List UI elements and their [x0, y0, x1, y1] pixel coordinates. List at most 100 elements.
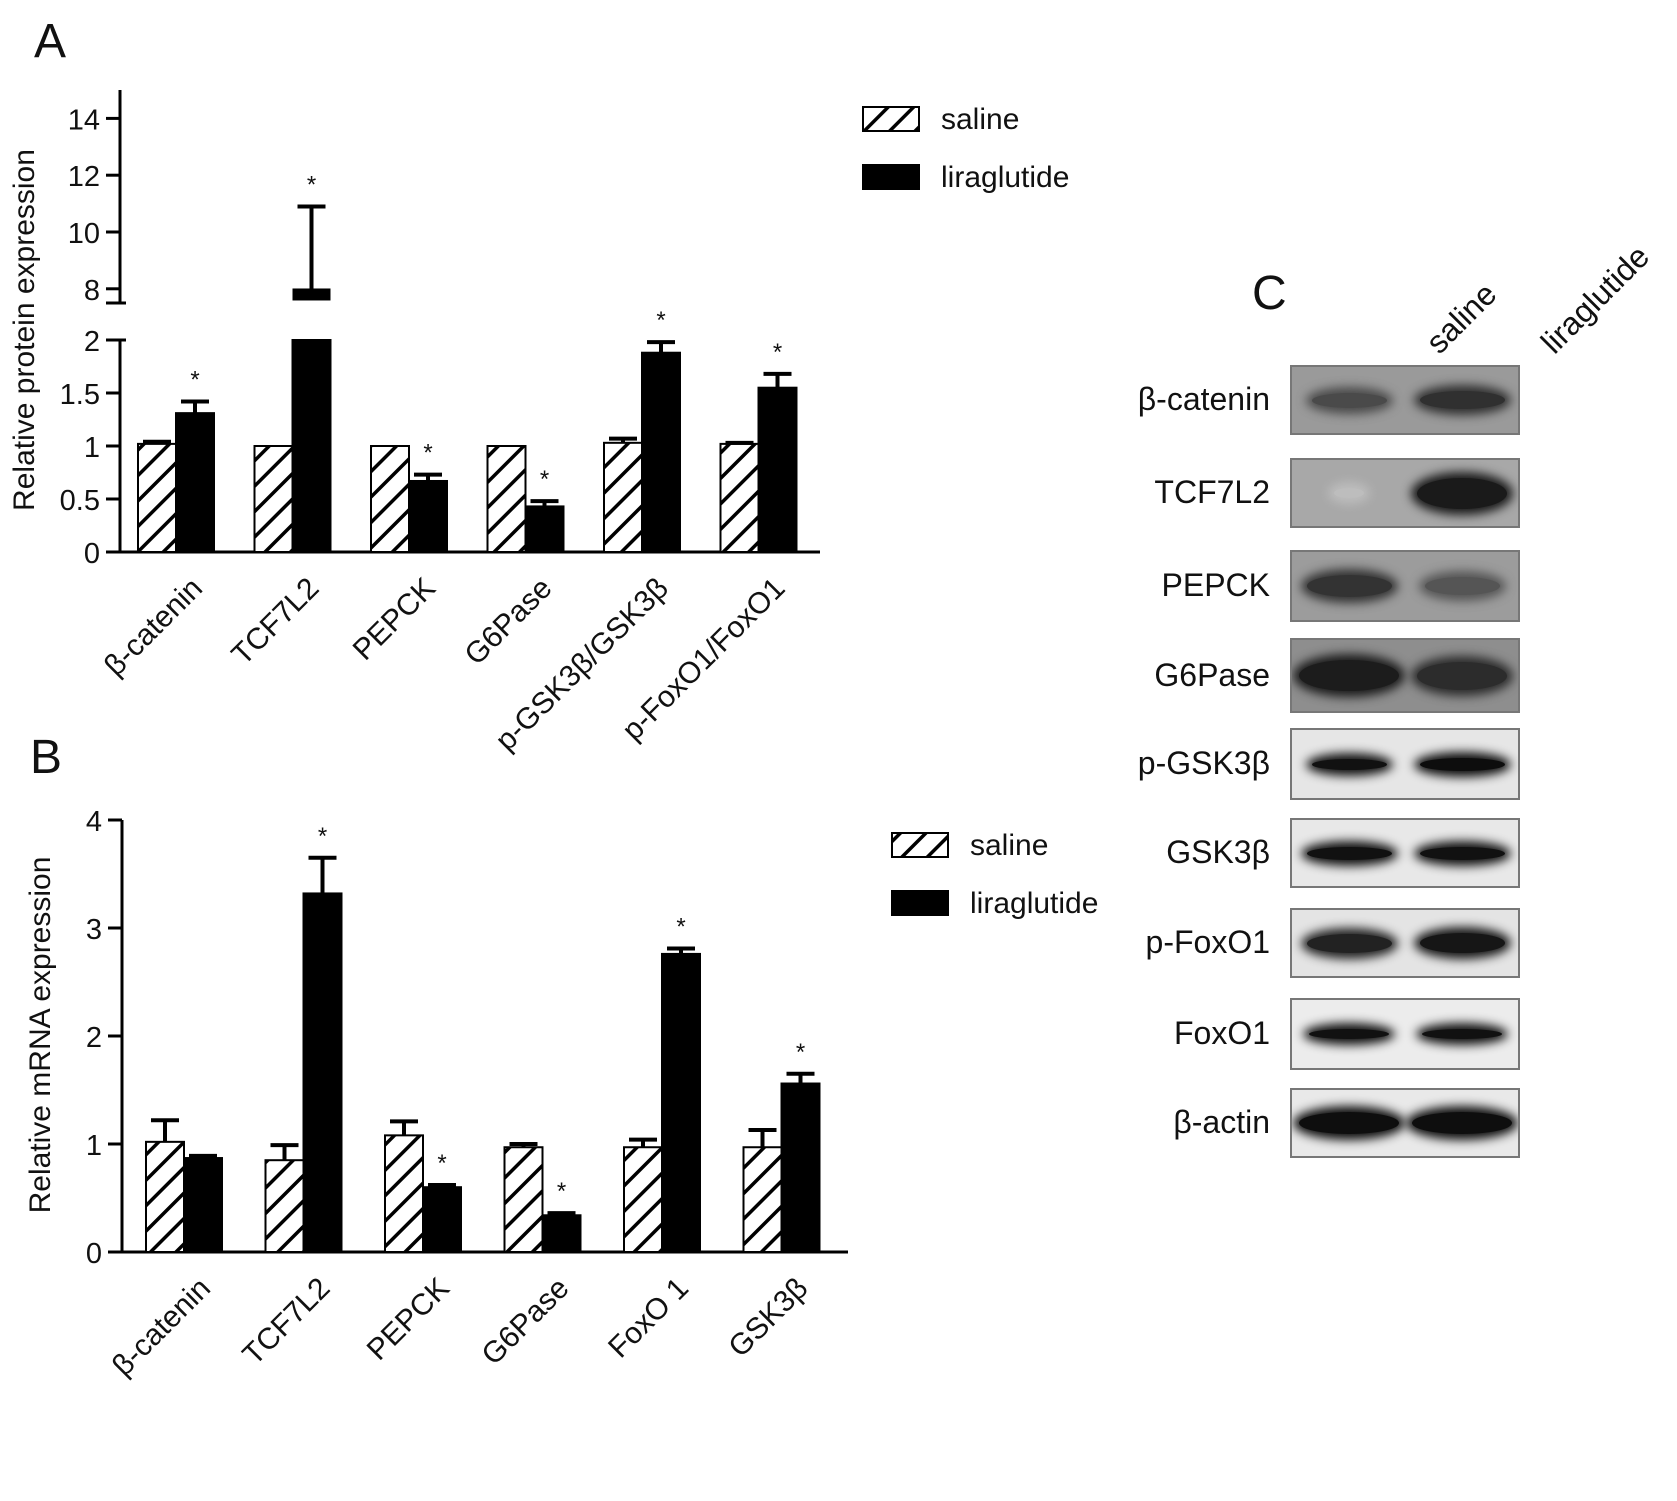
b-y-tick-label-1: 1	[86, 1130, 102, 1162]
a-sig-4: *	[656, 307, 665, 334]
b-bar-liraglutide-1	[302, 892, 343, 1253]
blot-row-6	[1290, 908, 1520, 978]
b-bar-liraglutide-5	[780, 1082, 821, 1254]
blot-band-7-liraglutide	[1422, 1029, 1502, 1039]
b-bar-saline-2	[384, 1134, 424, 1253]
b-legend-swatch-liraglutide	[891, 890, 949, 916]
chart-b: 0 1 2 3 4 Relative mRNA expression β-catenin * T…	[24, 806, 1098, 1383]
a-bar-liraglutide-0	[175, 412, 215, 554]
a-bar-saline-0	[137, 442, 177, 554]
b-bar-liraglutide-4	[661, 952, 701, 1253]
a-bar-saline-1	[253, 445, 294, 553]
b-y-tick-label-4: 4	[86, 806, 102, 838]
b-sig-1: *	[318, 823, 327, 850]
a-legend-swatch-saline	[862, 106, 920, 132]
a-bar-saline-4	[603, 441, 643, 554]
a-y-tick-label-3: 1.5	[60, 379, 100, 411]
blot-band-6-saline	[1306, 933, 1392, 953]
blot-band-8-liraglutide	[1412, 1112, 1512, 1134]
blot-band-2-liraglutide	[1424, 577, 1500, 595]
b-legend-label-liraglutide: liraglutide	[970, 887, 1098, 920]
blot-label-6: p-FoxO1	[1145, 924, 1270, 960]
blot-band-1-liraglutide	[1417, 477, 1507, 509]
blot-label-0: β-catenin	[1137, 381, 1270, 417]
blot-label-2: PEPCK	[1161, 567, 1270, 603]
a-sig-2: *	[423, 440, 432, 467]
b-category-label-0: β-catenin	[106, 1272, 217, 1383]
blot-band-1-saline	[1334, 488, 1364, 498]
b-sig-5: *	[796, 1039, 805, 1066]
a-bar-liraglutide-4	[641, 351, 681, 553]
b-y-tick-label-2: 2	[86, 1022, 102, 1054]
blot-band-0-liraglutide	[1419, 391, 1505, 409]
a-y-tick-label-7: 12	[68, 161, 100, 193]
blot-label-5: GSK3β	[1166, 834, 1270, 870]
b-category-label-4: FoxO 1	[602, 1272, 695, 1365]
panel-letter-a: A	[34, 15, 67, 68]
blot-row-8	[1290, 1088, 1520, 1158]
blot-band-7-saline	[1309, 1029, 1389, 1039]
blot-band-2-saline	[1306, 575, 1392, 597]
blot-row-1	[1290, 458, 1520, 528]
b-bar-saline-3	[503, 1146, 544, 1253]
b-category-label-5: GSK3β	[722, 1272, 814, 1364]
a-bar-liraglutide-1	[291, 339, 332, 553]
a-y-tick-label-2: 1	[84, 432, 100, 464]
a-sig-3: *	[540, 466, 549, 493]
a-category-label-1: TCF7L2	[225, 572, 325, 672]
b-bar-saline-4	[623, 1146, 663, 1253]
blot-band-4-liraglutide	[1419, 757, 1505, 771]
b-y-tick-label-0: 0	[86, 1238, 102, 1270]
blot-band-6-liraglutide	[1419, 933, 1505, 953]
a-y-tick-label-1: 0.5	[60, 485, 100, 517]
blot-row-0	[1290, 365, 1520, 435]
blot-label-4: p-GSK3β	[1137, 745, 1270, 781]
a-y-tick-label-6: 10	[68, 218, 100, 250]
blot-band-4-saline	[1311, 758, 1387, 770]
blot-band-8-saline	[1299, 1112, 1399, 1134]
a-category-label-2: PEPCK	[347, 572, 442, 667]
b-bar-saline-0	[145, 1140, 185, 1253]
a-bar-liraglutide-2	[408, 479, 448, 554]
b-y-axis-label: Relative mRNA expression	[24, 857, 57, 1214]
b-bar-liraglutide-0	[183, 1157, 223, 1254]
a-bar-liraglutide-5	[757, 386, 798, 554]
blot-label-3: G6Pase	[1154, 656, 1270, 693]
b-legend-label-saline: saline	[970, 829, 1048, 862]
blot-label-8: β-actin	[1173, 1104, 1270, 1140]
b-bar-liraglutide-3	[541, 1214, 582, 1254]
blot-band-5-saline	[1306, 846, 1392, 860]
b-category-label-1: TCF7L2	[236, 1272, 336, 1372]
a-legend-label-saline: saline	[941, 103, 1019, 136]
b-y-tick-label-3: 3	[86, 914, 102, 946]
panel-letter-c: C	[1252, 267, 1287, 320]
a-category-label-0: β-catenin	[98, 572, 209, 683]
blot-row-3	[1290, 638, 1520, 713]
a-y-tick-label-0: 0	[84, 538, 100, 570]
panel-letter-b: B	[30, 731, 63, 784]
a-bar-saline-5	[719, 442, 760, 554]
b-sig-4: *	[676, 914, 685, 941]
b-category-label-3: G6Pase	[475, 1272, 575, 1372]
blot-label-7: FoxO1	[1173, 1015, 1270, 1051]
a-sig-5: *	[773, 339, 782, 366]
blot-row-5	[1290, 818, 1520, 888]
a-y-tick-label-4: 2	[84, 326, 100, 358]
b-bar-saline-5	[742, 1146, 783, 1253]
a-legend-label-liraglutide: liraglutide	[941, 161, 1069, 194]
b-sig-2: *	[437, 1150, 446, 1177]
a-sig-0: *	[190, 366, 199, 393]
a-category-label-3: G6Pase	[458, 572, 558, 672]
blot-band-0-saline	[1311, 392, 1387, 408]
a-bar-saline-3	[486, 445, 527, 553]
b-bar-saline-1	[264, 1159, 305, 1253]
b-sig-3: *	[557, 1178, 566, 1205]
b-legend-swatch-saline	[891, 832, 949, 858]
a-y-tick-label-5: 8	[84, 275, 100, 307]
a-bar-saline-2	[370, 445, 410, 553]
a-bar-liraglutide-3	[524, 505, 565, 554]
b-category-label-2: PEPCK	[361, 1272, 456, 1367]
blot-band-3-liraglutide	[1417, 661, 1507, 690]
b-bar-liraglutide-2	[422, 1186, 462, 1253]
